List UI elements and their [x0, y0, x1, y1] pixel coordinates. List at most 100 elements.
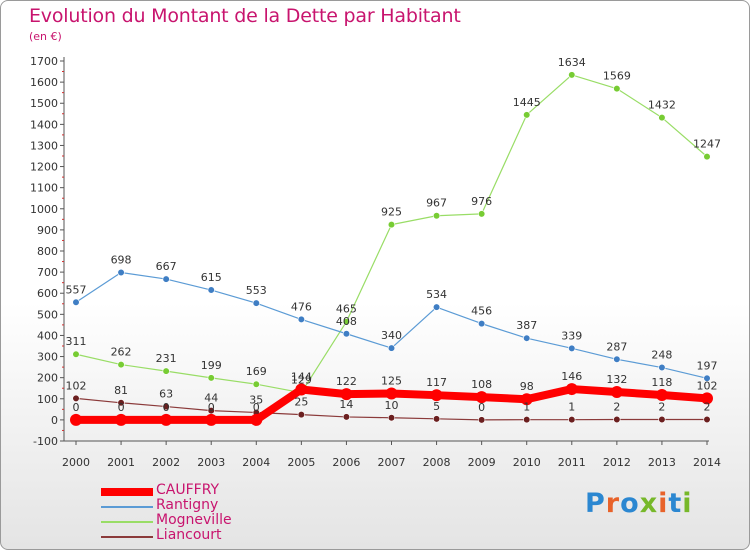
series-point-rantigny [568, 344, 576, 352]
data-label-rantigny: 408 [336, 315, 357, 328]
logo-letter: P [585, 488, 606, 519]
proxiti-logo: Proxiti [585, 488, 693, 519]
data-label-rantigny: 287 [606, 340, 627, 353]
series-point-cauffry [610, 386, 623, 399]
y-tick-label: 500 [37, 308, 58, 321]
x-tick-label: 2005 [287, 456, 315, 469]
series-point-rantigny [162, 275, 170, 283]
y-tick-label: 800 [37, 245, 58, 258]
data-label-cauffry: 0 [253, 401, 260, 414]
y-tick-label: 700 [37, 266, 58, 279]
logo-letter: t [668, 488, 683, 519]
data-label-liancourt: 35 [249, 394, 263, 407]
y-tick-label: -100 [33, 435, 58, 448]
x-tick-label: 2007 [378, 456, 406, 469]
series-point-rantigny [387, 344, 396, 352]
y-tick-label: 1600 [30, 76, 58, 89]
series-point-mogneville [252, 380, 260, 388]
chart-subtitle: (en €) [29, 30, 62, 43]
legend-swatch [101, 488, 153, 496]
logo-letter: i [682, 488, 693, 519]
series-point-rantigny [252, 299, 260, 307]
series-point-liancourt [568, 416, 576, 424]
data-label-liancourt: 44 [204, 392, 218, 405]
series-point-liancourt [387, 414, 396, 422]
legend-swatch [101, 536, 153, 538]
data-label-rantigny: 667 [156, 260, 177, 273]
series-point-cauffry [430, 389, 443, 402]
series-point-liancourt [342, 413, 351, 421]
y-tick-label: 200 [37, 372, 58, 385]
data-label-liancourt: 1 [523, 401, 530, 414]
series-point-mogneville [162, 367, 170, 375]
data-label-mogneville: 231 [156, 352, 177, 365]
series-point-liancourt [162, 402, 170, 411]
data-label-rantigny: 698 [111, 254, 132, 267]
data-label-mogneville: 925 [381, 206, 402, 219]
data-label-mogneville: 967 [426, 197, 447, 210]
series-point-liancourt [297, 411, 305, 419]
y-tick-label: 1100 [30, 182, 58, 195]
logo-letter: r [605, 488, 621, 519]
data-label-cauffry: 117 [426, 376, 447, 389]
data-label-cauffry: 102 [697, 379, 718, 392]
series-point-cauffry [70, 413, 82, 426]
legend-label: Liancourt [156, 527, 222, 543]
legend-label: CAUFFRY [156, 482, 220, 498]
data-label-rantigny: 248 [651, 349, 672, 362]
legend-label: Mogneville [156, 512, 232, 528]
data-label-rantigny: 340 [381, 329, 402, 342]
x-tick-label: 2011 [558, 456, 586, 469]
data-label-liancourt: 2 [658, 400, 665, 413]
series-point-mogneville [432, 212, 441, 220]
data-label-cauffry: 132 [606, 373, 627, 386]
data-label-rantigny: 197 [697, 359, 718, 372]
series-point-mogneville [658, 113, 666, 122]
y-tick-label: 1500 [30, 97, 58, 110]
x-tick-label: 2010 [513, 456, 541, 469]
data-label-mogneville: 1634 [558, 56, 586, 69]
data-label-rantigny: 615 [201, 271, 222, 284]
series-point-liancourt [478, 416, 486, 424]
data-label-cauffry: 0 [208, 401, 215, 414]
series-point-rantigny [297, 315, 305, 324]
series-point-cauffry [115, 413, 128, 426]
x-tick-label: 2006 [332, 456, 360, 469]
data-label-rantigny: 553 [246, 284, 267, 297]
series-point-cauffry [385, 387, 398, 400]
y-tick-label: 600 [37, 287, 58, 300]
data-label-cauffry: 0 [118, 401, 125, 414]
x-tick-label: 2012 [603, 456, 631, 469]
data-label-liancourt: 81 [114, 384, 128, 397]
data-label-cauffry: 146 [561, 370, 582, 383]
data-label-mogneville: 262 [111, 346, 132, 359]
legend-swatch [101, 506, 153, 508]
series-point-liancourt [703, 415, 711, 424]
data-label-mogneville: 1445 [513, 96, 541, 109]
series-point-rantigny [613, 355, 621, 363]
series-point-rantigny [72, 298, 80, 306]
series-point-mogneville [568, 71, 576, 79]
logo-letter: x [639, 488, 659, 519]
data-label-rantigny: 456 [471, 305, 492, 318]
data-label-cauffry: 0 [163, 401, 170, 414]
data-label-mogneville: 169 [246, 365, 267, 378]
data-label-mogneville: 465 [336, 303, 357, 316]
data-label-mogneville: 129 [291, 374, 312, 387]
series-point-mogneville [478, 210, 486, 218]
data-label-mogneville: 976 [471, 195, 492, 208]
series-point-mogneville [342, 318, 351, 326]
data-label-cauffry: 0 [73, 401, 80, 414]
x-tick-label: 2003 [197, 456, 225, 469]
data-label-cauffry: 108 [471, 378, 492, 391]
series-point-liancourt [658, 415, 666, 424]
x-tick-label: 2014 [693, 456, 721, 469]
series-point-cauffry [205, 413, 218, 426]
series-point-rantigny [207, 286, 215, 294]
data-label-cauffry: 122 [336, 375, 357, 388]
data-label-rantigny: 557 [66, 283, 87, 296]
data-label-liancourt: 5 [433, 400, 440, 413]
y-tick-label: 1300 [30, 139, 58, 152]
y-tick-label: 900 [37, 224, 58, 237]
